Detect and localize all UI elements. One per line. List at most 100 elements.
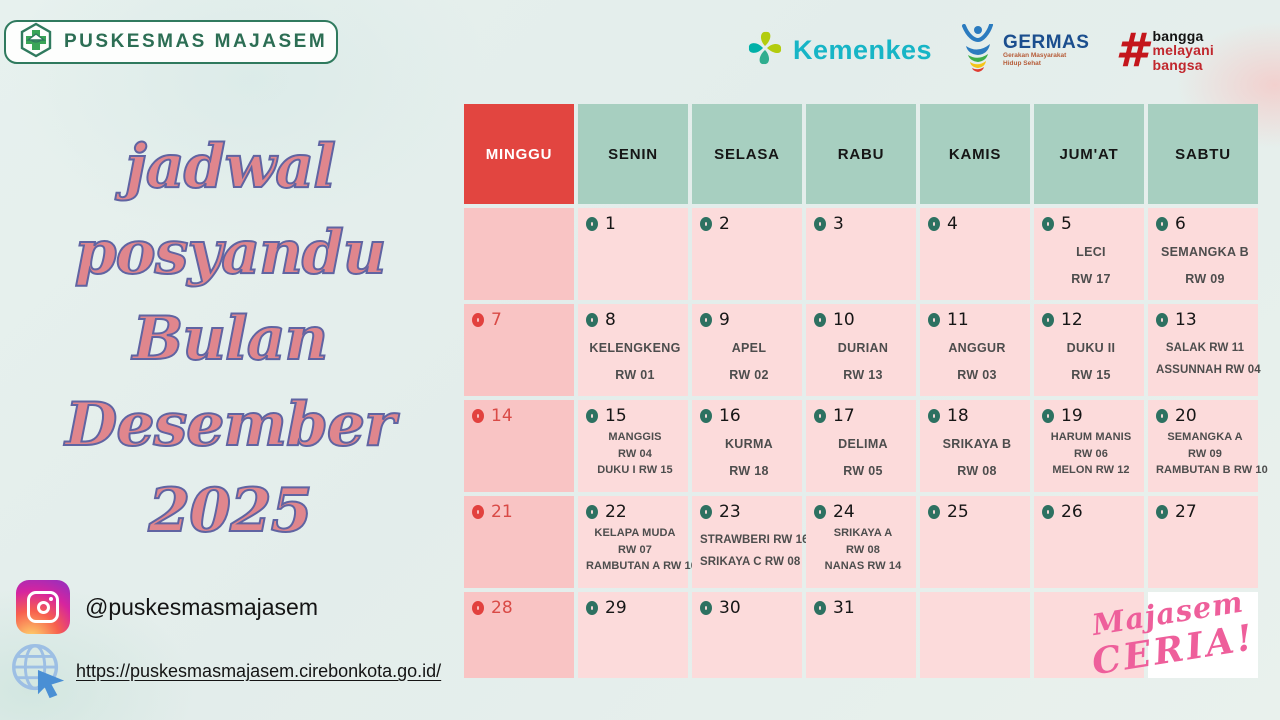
event-label: DURIAN RW 13 (837, 341, 889, 382)
date-ring-icon (1156, 505, 1168, 519)
calendar-cell-12: 12 DUKU II RW 15 (1034, 304, 1144, 396)
kemenkes-logo-icon (744, 27, 786, 74)
date-ring-icon (586, 217, 598, 231)
date-ring-icon (1042, 217, 1054, 231)
date-number: 17 (833, 406, 855, 426)
calendar-cell-6: 6 SEMANGKA B RW 09 (1148, 208, 1258, 300)
website-link[interactable]: https://puskesmasmajasem.cirebonkota.go.… (76, 661, 442, 681)
date-number: 27 (1175, 502, 1197, 522)
calendar-cell-1: 1 (578, 208, 688, 300)
date-ring-icon (814, 409, 826, 423)
calendar-cell-7: 7 (464, 304, 574, 396)
date-number: 16 (719, 406, 741, 426)
calendar-cell-13: 13 SALAK RW 11 ASSUNNAH RW 04 (1148, 304, 1261, 396)
calendar-cell-31: 31 (806, 592, 916, 678)
calendar-cell-19: 19 HARUM MANIS RW 06 MELON RW 12 (1034, 400, 1144, 492)
germas-subtitle-1: Gerakan Masyarakat (1003, 52, 1067, 60)
date-ring-icon (1156, 313, 1168, 327)
instagram-icon (16, 580, 70, 634)
event-label: SEMANGKA B RW 09 (1161, 245, 1249, 286)
calendar-cell-10: 10 DURIAN RW 13 (806, 304, 916, 396)
calendar-grid: MINGGU SENIN SELASA RABU KAMIS JUM'AT SABTU 1 2 3… (464, 104, 1268, 678)
calendar-cell-25: 25 (920, 496, 1030, 588)
germas-logo-icon (958, 23, 998, 77)
event-label: DELIMA RW 05 (838, 437, 888, 478)
date-number: 29 (605, 598, 627, 618)
event-label: SEMANGKA A RW 09 RAMBUTAN B RW 10 (1156, 431, 1268, 476)
date-ring-icon (700, 313, 712, 327)
calendar-cell-14: 14 (464, 400, 574, 492)
date-ring-icon (814, 217, 826, 231)
calendar-cell-11: 11 ANGGUR RW 03 (920, 304, 1030, 396)
calendar-cell-18: 18 SRIKAYA B RW 08 (920, 400, 1030, 492)
clinic-name: PUSKESMAS MAJASEM (64, 31, 328, 52)
event-label: DUKU II RW 15 (1066, 341, 1116, 382)
day-header-jumat: JUM'AT (1034, 104, 1144, 204)
instagram-handle[interactable]: @puskesmasmajasem (85, 593, 318, 620)
title-line: posyandu (74, 217, 388, 289)
calendar-cell-2: 2 (692, 208, 802, 300)
day-header-selasa: SELASA (692, 104, 802, 204)
date-number: 1 (605, 214, 616, 234)
date-ring-icon (586, 313, 598, 327)
date-ring-icon (814, 313, 826, 327)
date-ring-icon (1156, 409, 1168, 423)
calendar-cell-30: 30 (692, 592, 802, 678)
globe-cursor-icon (6, 638, 68, 705)
date-number: 20 (1175, 406, 1197, 426)
event-label: HARUM MANIS RW 06 MELON RW 12 (1050, 431, 1132, 476)
event-label: SRIKAYA B RW 08 (942, 437, 1012, 478)
date-number: 28 (491, 598, 513, 618)
date-ring-icon (472, 601, 484, 615)
clinic-badge: PUSKESMAS MAJASEM (4, 20, 338, 64)
date-ring-icon (586, 409, 598, 423)
event-label: LECI RW 17 (1071, 245, 1111, 286)
date-number: 3 (833, 214, 844, 234)
event-label: MANGGIS RW 04 DUKU I RW 15 (597, 431, 673, 476)
calendar-cell-24: 24 SRIKAYA A RW 08 NANAS RW 14 (806, 496, 916, 588)
germas-logo: GERMAS Gerakan Masyarakat Hidup Sehat (958, 23, 1089, 77)
calendar-cell-16: 16 KURMA RW 18 (692, 400, 802, 492)
calendar-cell-26: 26 (1034, 496, 1144, 588)
event-label: SALAK RW 11 ASSUNNAH RW 04 (1156, 342, 1261, 377)
date-ring-icon (1042, 505, 1054, 519)
date-ring-icon (700, 217, 712, 231)
date-ring-icon (472, 505, 484, 519)
date-number: 31 (833, 598, 855, 618)
website-row: https://puskesmasmajasem.cirebonkota.go.… (6, 638, 441, 705)
date-number: 26 (1061, 502, 1083, 522)
date-ring-icon (928, 409, 940, 423)
event-label: ANGGUR RW 03 (948, 341, 1006, 382)
date-number: 8 (605, 310, 616, 330)
day-header-kamis: KAMIS (920, 104, 1030, 204)
date-number: 19 (1061, 406, 1083, 426)
date-ring-icon (700, 409, 712, 423)
date-number: 7 (491, 310, 502, 330)
date-number: 6 (1175, 214, 1186, 234)
event-label: KURMA RW 18 (724, 437, 774, 478)
date-number: 22 (605, 502, 627, 522)
kemenkes-label: Kemenkes (792, 35, 933, 65)
event-label: KELENGKENG RW 01 (589, 341, 681, 382)
date-number: 15 (605, 406, 627, 426)
date-ring-icon (586, 601, 598, 615)
event-label: SRIKAYA A RW 08 NANAS RW 14 (824, 527, 902, 572)
date-ring-icon (814, 601, 826, 615)
date-ring-icon (700, 505, 712, 519)
date-ring-icon (814, 505, 826, 519)
date-number: 21 (491, 502, 513, 522)
calendar-cell-4: 4 (920, 208, 1030, 300)
date-ring-icon (586, 505, 598, 519)
date-number: 23 (719, 502, 741, 522)
title-line: Desember (64, 389, 396, 461)
calendar-cell-empty (464, 208, 574, 300)
date-number: 11 (947, 310, 969, 330)
calendar-cell-empty (1148, 592, 1258, 678)
date-ring-icon (928, 217, 940, 231)
date-ring-icon (700, 601, 712, 615)
calendar-cell-17: 17 DELIMA RW 05 (806, 400, 916, 492)
date-ring-icon (928, 505, 940, 519)
calendar-cell-29: 29 (578, 592, 688, 678)
date-ring-icon (928, 313, 940, 327)
calendar-cell-15: 15 MANGGIS RW 04 DUKU I RW 15 (578, 400, 688, 492)
